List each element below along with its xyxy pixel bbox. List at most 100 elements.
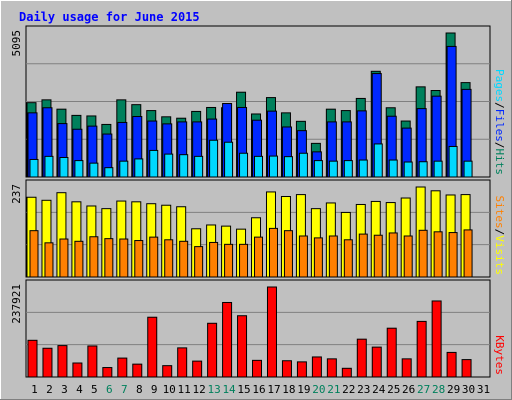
bar-sites <box>298 235 308 278</box>
bar-kbytes <box>296 361 307 378</box>
x-tick-label: 25 <box>387 383 400 396</box>
bar-kbytes <box>27 339 38 378</box>
legend-visitors: Sites/Visits <box>493 196 506 276</box>
legend-separator: / <box>493 229 506 236</box>
bar-sites <box>328 235 338 278</box>
x-tick-label: 28 <box>432 383 445 396</box>
bar-pages <box>373 143 383 178</box>
legend-separator: / <box>493 102 506 109</box>
bar-sites <box>418 229 428 278</box>
bar-sites <box>343 239 353 278</box>
bar-pages <box>328 160 338 178</box>
x-tick-label: 18 <box>282 383 295 396</box>
bar-pages <box>463 160 473 178</box>
bar-pages <box>403 161 413 178</box>
bar-pages <box>388 159 398 178</box>
bar-pages <box>448 145 458 178</box>
bar-sites <box>373 234 383 278</box>
bar-pages <box>134 158 144 178</box>
legend-label-sites: Sites <box>493 196 506 229</box>
x-tick-label: 31 <box>477 383 490 396</box>
bar-kbytes <box>207 322 218 378</box>
x-tick-label: 21 <box>327 383 340 396</box>
side-labels-kbytes: KBytes <box>493 335 506 375</box>
x-tick-label: 9 <box>151 383 158 396</box>
x-tick-label: 26 <box>402 383 415 396</box>
x-tick-label: 14 <box>222 383 236 396</box>
bar-pages <box>59 156 69 178</box>
x-tick-label: 1 <box>31 383 38 396</box>
legend-label-pages: Pages <box>493 69 506 102</box>
x-tick-label: 20 <box>312 383 325 396</box>
x-tick-label: 2 <box>46 383 53 396</box>
panel-requests: 5095 Pages/Files/Hits <box>10 25 506 178</box>
bar-kbytes <box>386 327 397 378</box>
ymax-label-requests: 5095 <box>10 30 23 57</box>
bar-kbytes <box>162 365 173 378</box>
bar-kbytes <box>416 320 427 378</box>
bar-kbytes <box>341 367 352 378</box>
x-tick-label: 16 <box>252 383 265 396</box>
x-tick-label: 15 <box>237 383 250 396</box>
bar-kbytes <box>446 351 457 378</box>
bar-kbytes <box>431 300 442 378</box>
x-tick-label: 7 <box>121 383 128 396</box>
bar-kbytes <box>57 345 68 378</box>
bar-pages <box>433 160 443 178</box>
legend-label-kbytes: KBytes <box>493 335 506 375</box>
bar-pages <box>254 155 264 178</box>
legend-label-visits: Visits <box>493 235 506 275</box>
bar-pages <box>298 152 308 178</box>
bar-sites <box>134 240 144 278</box>
bar-kbytes <box>252 359 263 378</box>
bar-kbytes <box>117 357 128 378</box>
bar-kbytes <box>222 301 233 378</box>
bar-kbytes <box>281 360 292 378</box>
bar-pages <box>149 149 159 178</box>
bar-sites <box>59 238 69 278</box>
bar-kbytes <box>401 358 412 378</box>
bar-pages <box>358 159 368 178</box>
bar-kbytes <box>87 345 98 378</box>
x-tick-label: 22 <box>342 383 355 396</box>
bar-sites <box>358 233 368 278</box>
x-tick-label: 19 <box>297 383 310 396</box>
bar-pages <box>313 160 323 178</box>
x-tick-label: 27 <box>417 383 430 396</box>
x-tick-label: 3 <box>61 383 68 396</box>
bar-pages <box>283 156 293 178</box>
bar-kbytes <box>237 315 248 378</box>
bar-pages <box>74 160 84 178</box>
legend-requests: Pages/Files/Hits <box>493 69 506 175</box>
x-tick-label: 30 <box>462 383 475 396</box>
bar-sites <box>448 232 458 278</box>
bar-sites <box>283 230 293 278</box>
legend-label-files: Files <box>493 109 506 142</box>
bar-pages <box>104 167 114 178</box>
bar-kbytes <box>311 356 322 378</box>
bar-sites <box>463 229 473 278</box>
bar-kbytes <box>132 363 143 378</box>
bar-kbytes <box>42 347 53 378</box>
bar-kbytes <box>102 367 113 378</box>
x-tick-label: 10 <box>163 383 176 396</box>
legend-separator: / <box>493 142 506 149</box>
bar-sites <box>29 230 39 278</box>
bar-pages <box>29 158 39 178</box>
x-tick-label: 12 <box>193 383 206 396</box>
bar-sites <box>119 238 129 278</box>
bar-sites <box>104 238 114 278</box>
ymax-label-visitors: 237 <box>10 184 23 204</box>
bar-kbytes <box>192 360 203 378</box>
chart-title: Daily usage for June 2015 <box>19 10 200 24</box>
x-tick-label: 24 <box>372 383 386 396</box>
bar-kbytes <box>371 346 382 378</box>
side-labels-requests: Pages/Files/Hits <box>493 69 506 175</box>
x-tick-label: 13 <box>207 383 220 396</box>
x-tick-label: 5 <box>91 383 98 396</box>
bar-sites <box>44 242 54 278</box>
bar-pages <box>194 155 204 178</box>
x-tick-label: 6 <box>106 383 113 396</box>
bar-kbytes <box>266 286 277 378</box>
